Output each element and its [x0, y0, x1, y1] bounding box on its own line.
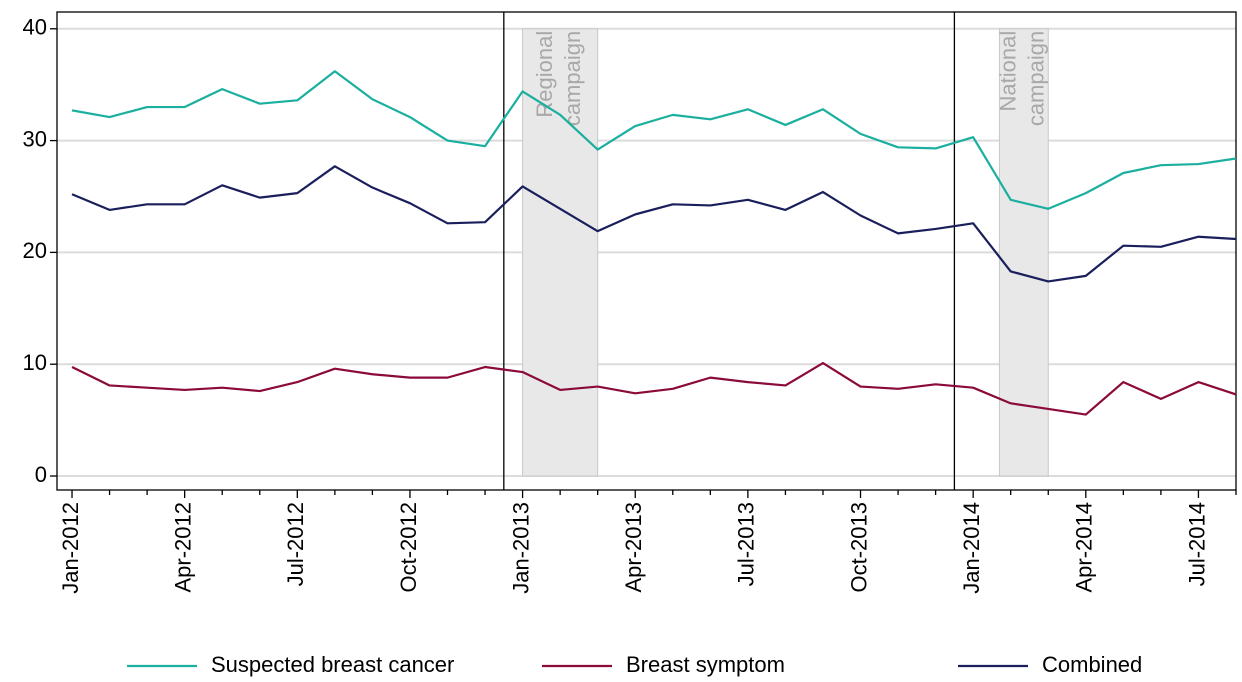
- legend-label: Breast symptom: [626, 652, 785, 677]
- x-tick-label: Oct-2013: [846, 502, 871, 593]
- y-tick-label: 0: [35, 462, 47, 487]
- x-tick-label: Jan-2014: [959, 502, 984, 594]
- x-tick-label: Jul-2012: [283, 502, 308, 586]
- x-tick-label: Apr-2012: [170, 502, 195, 593]
- y-tick-label: 10: [23, 350, 47, 375]
- y-tick-label: 30: [23, 126, 47, 151]
- x-tick-label: Jan-2012: [58, 502, 83, 594]
- x-tick-label: Oct-2012: [396, 502, 421, 593]
- x-tick-label: Jul-2013: [734, 502, 759, 586]
- x-tick-label: Apr-2013: [621, 502, 646, 593]
- x-tick-label: Jan-2013: [508, 502, 533, 594]
- x-tick-label: Apr-2014: [1072, 502, 1097, 593]
- series-line: [71, 70, 1237, 210]
- y-tick-label: 40: [23, 15, 47, 40]
- campaign-region: [522, 28, 599, 477]
- series-line: [71, 165, 1237, 283]
- legend-label: Combined: [1042, 652, 1142, 677]
- x-tick-label: Jul-2014: [1184, 502, 1209, 586]
- campaign-label: campaign: [1024, 31, 1049, 126]
- legend-label: Suspected breast cancer: [211, 652, 454, 677]
- campaign-label: National: [996, 31, 1021, 112]
- plot-frame: [56, 11, 1237, 491]
- series-line: [71, 361, 1237, 416]
- y-tick-label: 20: [23, 238, 47, 263]
- campaign-label: campaign: [560, 31, 585, 126]
- campaign-label: Regional: [532, 31, 557, 118]
